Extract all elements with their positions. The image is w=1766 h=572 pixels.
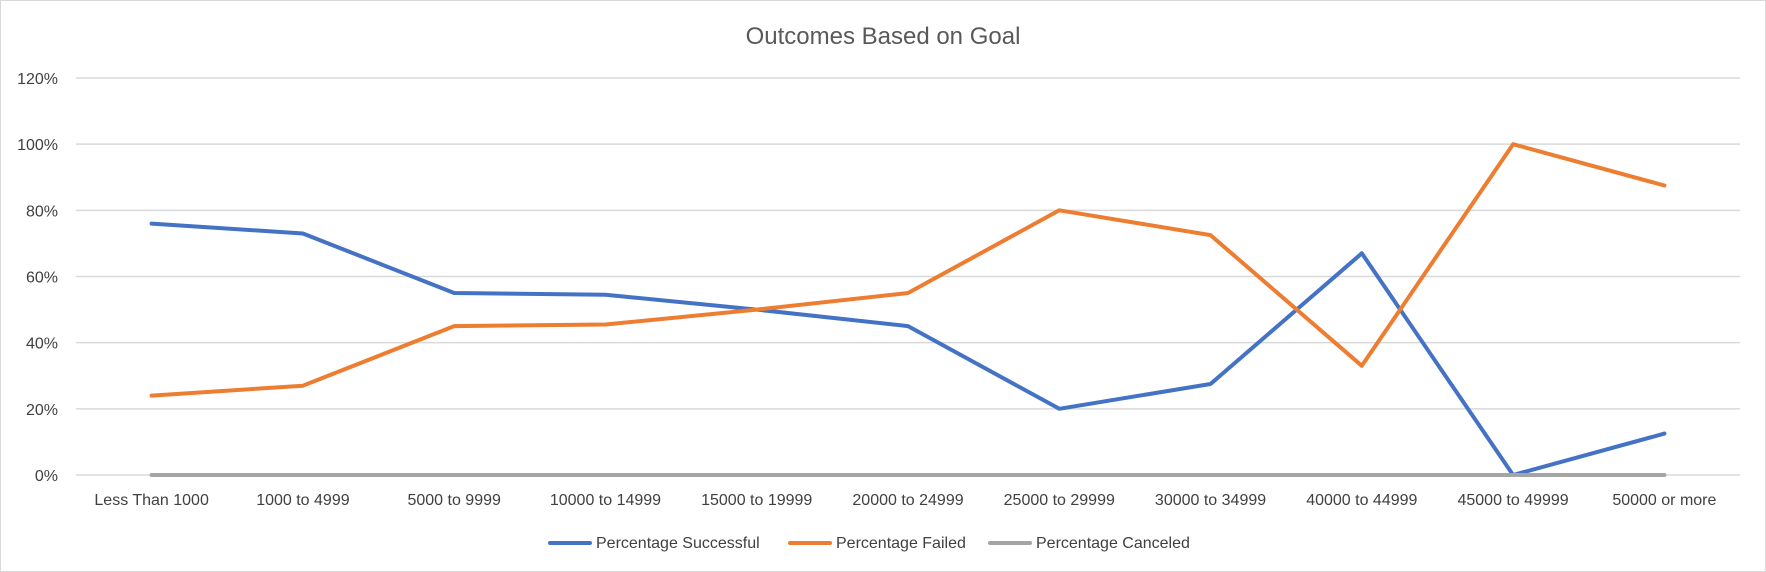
y-tick-label: 20%	[26, 402, 58, 419]
y-tick-label: 0%	[35, 468, 58, 485]
chart-title: Outcomes Based on Goal	[746, 23, 1021, 50]
percentage-successful-legend-label: Percentage Successful	[596, 535, 760, 552]
x-tick-label: 20000 to 24999	[852, 492, 963, 509]
y-tick-label: 120%	[17, 71, 58, 88]
x-tick-label: 40000 to 44999	[1306, 492, 1417, 509]
x-tick-label: 45000 to 49999	[1457, 492, 1568, 509]
series-lines	[149, 142, 1667, 477]
percentage-canceled-legend-label: Percentage Canceled	[1036, 535, 1190, 552]
x-axis: Less Than 1000 1000 to 4999 5000 to 9999 10…	[94, 492, 1716, 509]
legend: Percentage Successful Percentage Failed Pe…	[548, 535, 1190, 552]
x-tick-label: 1000 to 4999	[256, 492, 350, 509]
x-tick-label: 30000 to 34999	[1155, 492, 1266, 509]
x-tick-label: Less Than 1000	[94, 492, 209, 509]
percentage-successful-line	[149, 221, 1667, 477]
x-tick-label: 50000 or more	[1612, 492, 1716, 509]
y-tick-label: 80%	[26, 203, 58, 220]
gridlines	[76, 77, 1740, 476]
x-tick-label: 25000 to 29999	[1004, 492, 1115, 509]
x-tick-label: 5000 to 9999	[407, 492, 501, 509]
y-axis: 0% 20% 40% 60% 80% 100% 120%	[17, 71, 58, 485]
y-tick-label: 40%	[26, 336, 58, 353]
x-tick-label: 15000 to 19999	[701, 492, 812, 509]
y-tick-label: 100%	[17, 137, 58, 154]
percentage-failed-legend-label: Percentage Failed	[836, 535, 966, 552]
y-tick-label: 60%	[26, 270, 58, 287]
percentage-failed-line	[149, 142, 1667, 398]
x-tick-label: 10000 to 14999	[550, 492, 661, 509]
